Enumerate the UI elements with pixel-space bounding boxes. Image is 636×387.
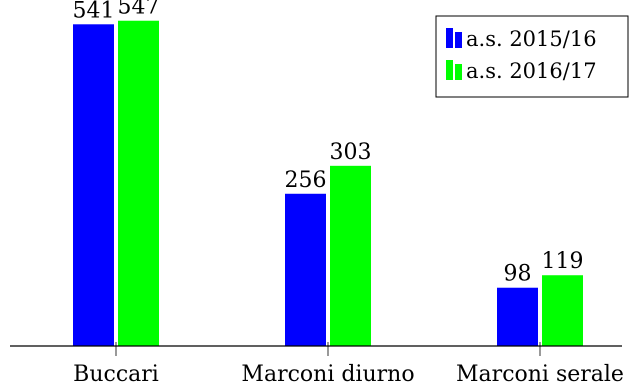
- legend-swatch-bar: [455, 32, 462, 48]
- bar-marconi-serale-series-2: [542, 275, 583, 346]
- legend-label-series-1: a.s. 2015/16: [466, 27, 597, 51]
- x-tick-label-marconi-diurno: Marconi diurno: [241, 362, 414, 387]
- bar-buccari-series-1: [73, 24, 114, 346]
- bars-layer: [73, 20, 583, 347]
- bar-marconi-diurno-series-1: [285, 193, 326, 346]
- legend-item-series-2: a.s. 2016/17: [446, 59, 597, 83]
- data-label-buccari-series-2: 547: [118, 0, 160, 20]
- bar-buccari-series-2: [118, 20, 159, 347]
- x-tick-label-marconi-serale: Marconi serale: [456, 362, 624, 387]
- legend-swatch-bar: [455, 64, 462, 80]
- data-label-marconi-diurno-series-1: 256: [285, 168, 327, 193]
- legend-swatch-bar: [446, 60, 453, 80]
- legend-item-series-1: a.s. 2015/16: [446, 27, 597, 51]
- legend: a.s. 2015/16 a.s. 2016/17: [435, 15, 629, 98]
- data-label-marconi-serale-series-1: 98: [504, 262, 532, 287]
- x-tick-label-buccari: Buccari: [73, 362, 159, 387]
- bar-marconi-serale-series-1: [497, 287, 538, 346]
- x-axis: Buccari Marconi diurno Marconi serale: [10, 342, 624, 387]
- legend-box: [435, 15, 629, 98]
- legend-label-series-2: a.s. 2016/17: [466, 59, 597, 83]
- data-label-buccari-series-1: 541: [73, 0, 115, 23]
- data-label-marconi-serale-series-2: 119: [542, 249, 584, 274]
- data-label-marconi-diurno-series-2: 303: [330, 140, 372, 165]
- legend-swatch-bar: [446, 28, 453, 48]
- bar-marconi-diurno-series-2: [330, 165, 371, 346]
